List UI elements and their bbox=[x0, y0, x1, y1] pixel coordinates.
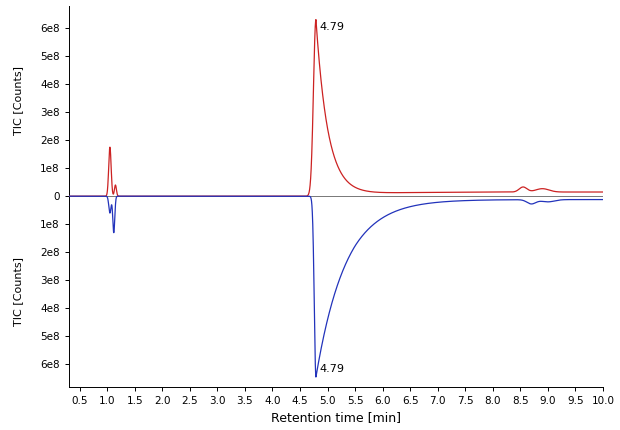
X-axis label: Retention time [min]: Retention time [min] bbox=[271, 412, 401, 424]
Text: TIC [Counts]: TIC [Counts] bbox=[13, 257, 23, 326]
Text: TIC [Counts]: TIC [Counts] bbox=[13, 66, 23, 135]
Text: 4.79: 4.79 bbox=[319, 364, 344, 374]
Text: 4.79: 4.79 bbox=[319, 22, 344, 32]
